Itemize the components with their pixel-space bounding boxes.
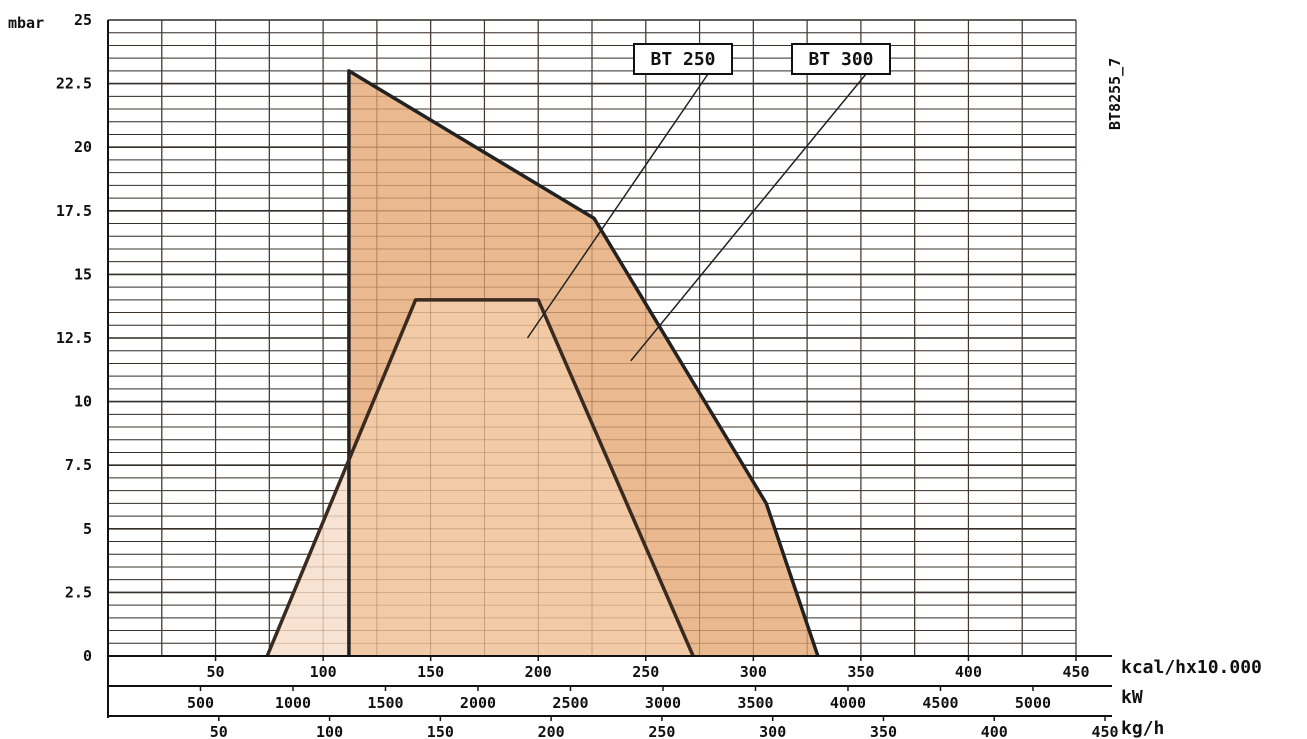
x-tick-label-kgh: 50 [210,723,228,739]
y-tick-label: 20 [74,138,92,156]
x-tick-label-kgh: 250 [648,723,675,739]
x-tick-label-kgh: 400 [981,723,1008,739]
x-tick-label-kgh: 450 [1091,723,1118,739]
x-tick-label-kW: 1000 [275,694,311,712]
leader-line [526,73,709,339]
y-tick-label: 25 [74,11,92,29]
x-tick-label-kcal: 450 [1062,663,1089,681]
y-tick-label: 2.5 [65,583,92,601]
bt300-outline [347,69,820,657]
x-tick-label-kW: 500 [187,694,214,712]
x-axis-unit-kW: kW [1121,687,1143,708]
x-tick-label-kW: 2500 [552,694,588,712]
x-tick-label-kcal: 300 [740,663,767,681]
y-tick-label: 7.5 [65,456,92,474]
y-axis-unit-label: mbar [8,14,44,32]
y-tick-label: 17.5 [56,202,92,220]
series-label: BT 250 [650,49,715,70]
y-tick-label: 15 [74,265,92,283]
y-tick-label: 5 [83,520,92,538]
bt250-area [267,299,694,656]
x-axis-unit-kcal: kcal/hx10.000 [1121,657,1262,678]
series-label-box [791,43,891,75]
x-tick-label-kgh: 350 [870,723,897,739]
x-tick-label-kgh: 200 [538,723,565,739]
labels: BT 250 BT 300 [526,43,891,362]
bt250-outline [265,298,695,657]
x-tick-label-kcal: 400 [955,663,982,681]
x-tick-label-kW: 4000 [830,694,866,712]
x-tick-label-kgh: 300 [759,723,786,739]
x-tick-label-kW: 3000 [645,694,681,712]
x-tick-label-kgh: 100 [316,723,343,739]
x-tick-label-kcal: 50 [207,663,225,681]
working-areas [107,19,1077,657]
series-label: BT 300 [808,49,873,70]
y-tick-label: 0 [83,647,92,665]
x-tick-label-kcal: 350 [847,663,874,681]
x-tick-label-kcal: 100 [310,663,337,681]
x-tick-label-kW: 1500 [367,694,403,712]
leader-line [630,73,867,362]
x-tick-label-kcal: 250 [632,663,659,681]
x-axis-unit-kgh: kg/h [1121,718,1164,739]
x-tick-label-kW: 2000 [460,694,496,712]
x-tick-label-kW: 4500 [922,694,958,712]
x-tick-label-kcal: 200 [525,663,552,681]
x-tick-label-kW: 3500 [737,694,773,712]
figure-code: BT8255_7 [1106,58,1124,130]
x-tick-label-kgh: 150 [427,723,454,739]
y-tick-label: 22.5 [56,75,92,93]
y-tick-label: 10 [74,393,92,411]
x-tick-label-kW: 5000 [1015,694,1051,712]
x-tick-label-kcal: 150 [417,663,444,681]
series-label-box [633,43,733,75]
y-tick-label: 12.5 [56,329,92,347]
